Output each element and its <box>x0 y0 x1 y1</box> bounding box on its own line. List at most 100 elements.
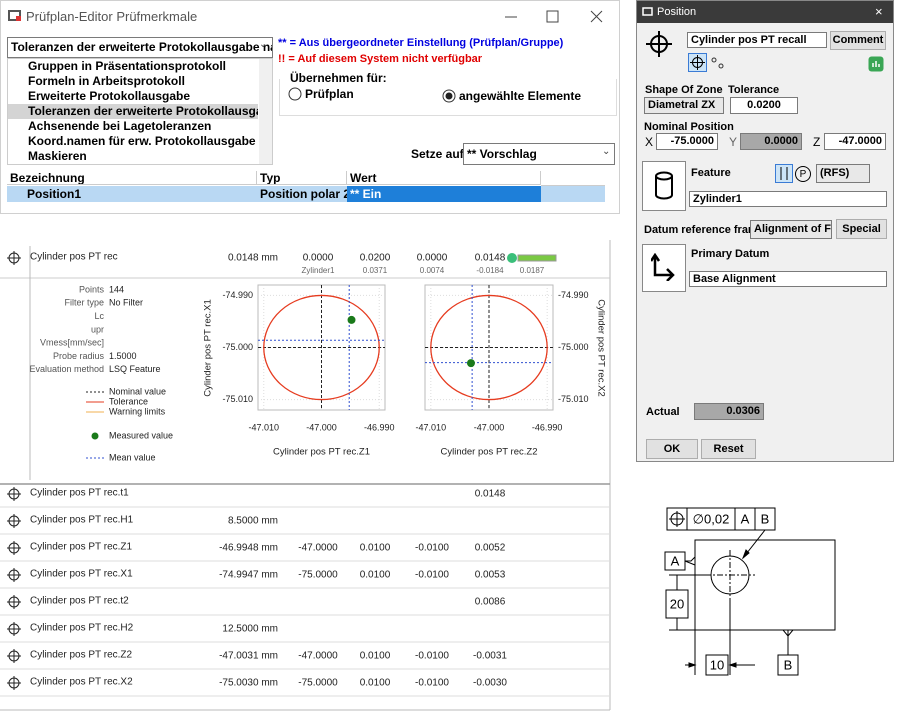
icon-text: P <box>800 169 807 180</box>
x-label: X <box>645 135 653 149</box>
title-icon <box>642 7 654 17</box>
item-value: 0.0086 <box>475 597 506 608</box>
item-value: -46.9948 mm <box>219 543 278 554</box>
item-value: -75.0030 mm <box>219 678 278 689</box>
tolerance-input[interactable]: 0.0200 <box>730 97 798 114</box>
item-value: 8.5000 mm <box>228 516 278 527</box>
measured-point <box>348 316 356 324</box>
column-header: Bezeichnung <box>7 171 257 185</box>
datum-frame-dropdown[interactable]: Alignment of F <box>750 220 832 239</box>
ok-button[interactable]: OK <box>646 439 698 459</box>
shape-dropdown[interactable]: Diametral ZX <box>644 97 724 114</box>
list-item[interactable]: Achsenende bei Lagetoleranzen <box>8 119 258 134</box>
datum-frame-label: Datum reference frame <box>644 224 764 236</box>
view-icons[interactable] <box>688 53 728 73</box>
x-tick-label: -47.010 <box>416 422 447 432</box>
dialog-title: Position <box>657 6 696 18</box>
modifier-icons[interactable]: P <box>775 164 813 184</box>
window-controls <box>501 9 611 25</box>
input-text: -47.0000 <box>839 135 882 147</box>
icon-shape <box>7 514 21 528</box>
icon-shape <box>7 568 21 582</box>
close-button[interactable]: × <box>875 4 883 19</box>
dropdown-arrow: ⌄ <box>259 39 267 50</box>
center-lines <box>705 550 755 600</box>
item-value: -47.0000 <box>298 651 338 662</box>
position-icon <box>7 541 21 555</box>
datum-a-label: A <box>671 553 680 568</box>
input-text: Cylinder pos PT recall <box>691 34 807 46</box>
name-input[interactable]: Cylinder pos PT recall <box>687 32 827 48</box>
z-input[interactable]: -47.0000 <box>824 133 886 150</box>
set-dropdown[interactable]: ** Vorschlag <box>463 143 615 165</box>
info-value: LSQ Feature <box>109 364 161 374</box>
special-button[interactable]: Special <box>836 219 887 239</box>
header-subvalue: Zylinder1 <box>302 266 335 275</box>
button-text: Reset <box>714 443 744 455</box>
tolerance-label: Tolerance <box>728 84 779 96</box>
option-list[interactable]: Gruppen in PräsentationsprotokollFormeln… <box>7 58 273 165</box>
note-inherited: ** = Aus übergeordneter Einstellung (Prü… <box>278 37 563 49</box>
frame-datum: A <box>741 511 750 526</box>
column-header <box>541 171 605 186</box>
dropdown-text: Alignment of F <box>754 223 831 235</box>
icon-shape <box>7 676 21 690</box>
icon-shape <box>712 58 716 62</box>
note-unavailable: !! = Auf diesem System nicht verfügbar <box>278 53 482 65</box>
legend-label: Mean value <box>109 452 156 462</box>
dropdown-text: Diametral ZX <box>648 99 715 111</box>
header-subvalue: 0.0371 <box>363 266 388 275</box>
list-item[interactable]: Maskieren <box>8 149 258 164</box>
info-label: Evaluation method <box>29 364 104 374</box>
y-tick-label: -75.010 <box>222 394 253 404</box>
table-cell <box>541 186 605 202</box>
list-item[interactable]: Erweiterte Protokollausgabe <box>8 89 258 104</box>
input-text: Zylinder1 <box>693 193 742 205</box>
position-icon <box>7 514 21 528</box>
table-cell[interactable]: Position1 <box>7 186 257 202</box>
list-item[interactable]: Gruppen in Präsentationsprotokoll <box>8 59 258 74</box>
info-value: No Filter <box>109 298 143 308</box>
comment-button[interactable]: Comment <box>830 31 886 50</box>
header-value: 0.0000 <box>417 253 448 264</box>
editor-window: Prüfplan-Editor Prüfmerkmale Toleranzen … <box>0 0 620 214</box>
stats-button[interactable] <box>868 56 884 72</box>
x-input[interactable]: -75.0000 <box>656 133 718 150</box>
item-value: -75.0000 <box>298 570 338 581</box>
maximize-button[interactable] <box>547 11 558 22</box>
primary-input[interactable]: Base Alignment <box>689 271 887 287</box>
table-cell[interactable]: Position polar 2d <box>257 186 347 202</box>
item-value: -75.0000 <box>298 678 338 689</box>
info-value: 144 <box>109 284 124 294</box>
item-value: -74.9947 mm <box>219 570 278 581</box>
item-value: -0.0100 <box>415 678 449 689</box>
y-tick-label: -75.000 <box>222 342 253 352</box>
frame-tolerance: ∅0,02 <box>693 511 730 526</box>
info-label: Probe radius <box>53 351 105 361</box>
scrollbar[interactable] <box>259 59 272 164</box>
legend-label: Measured value <box>109 430 173 440</box>
icon-shape <box>643 8 652 15</box>
feature-label: Feature <box>691 167 731 179</box>
close-button[interactable] <box>591 11 602 22</box>
feature-input[interactable]: Zylinder1 <box>689 191 887 207</box>
nominal-label: Nominal Position <box>644 121 734 133</box>
radio-selected[interactable] <box>442 89 456 103</box>
info-value: 1.5000 <box>109 351 137 361</box>
list-item[interactable]: Formeln in Arbeitsprotokoll <box>8 74 258 89</box>
item-value: 0.0100 <box>360 543 391 554</box>
list-item[interactable]: Koord.namen für erw. Protokollausgabe <box>8 134 258 149</box>
input-text: 0.0000 <box>764 135 798 147</box>
icon-shape <box>646 31 672 57</box>
item-value: 0.0100 <box>360 651 391 662</box>
info-label: Points <box>79 284 105 294</box>
column-header: Typ <box>257 171 347 185</box>
reset-button[interactable]: Reset <box>701 439 756 459</box>
mode-dropdown[interactable]: Toleranzen der erweiterte Protokollausga… <box>7 37 273 58</box>
position-symbol <box>669 511 685 527</box>
radio-prufplan[interactable] <box>288 87 302 101</box>
x-tick-label: -47.010 <box>249 422 280 432</box>
modifier-dropdown[interactable]: (RFS) <box>816 164 870 183</box>
list-item[interactable]: Toleranzen der erweiterte Protokollausga… <box>8 104 258 119</box>
table-cell[interactable]: ** Ein <box>347 186 541 202</box>
